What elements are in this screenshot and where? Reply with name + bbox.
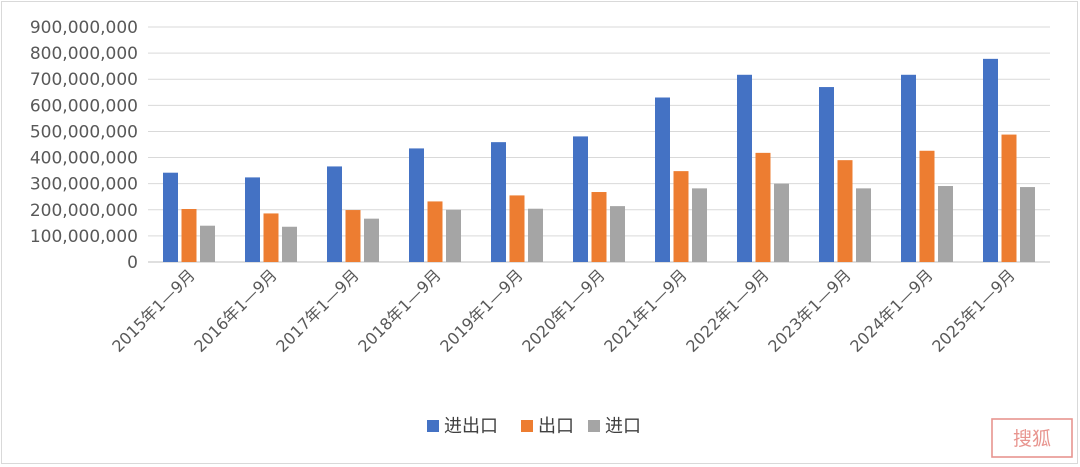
- bar-2-11: [1001, 134, 1017, 262]
- bar-1-5: [491, 142, 506, 262]
- y-tick-label: 700,000,000: [30, 70, 138, 90]
- bar-3-2: [282, 226, 297, 262]
- legend: 进出口 出口 进口: [427, 416, 641, 437]
- bar-1-8: [737, 74, 752, 263]
- bar-3-6: [610, 206, 625, 262]
- bar-1-7: [655, 97, 670, 262]
- x-tick-label: 2021年1—9月: [600, 265, 691, 356]
- x-axis-tick-labels: 2015年1—9月2016年1—9月2017年1—9月2018年1—9月2019…: [108, 265, 1019, 356]
- x-tick-label: 2015年1—9月: [108, 265, 199, 356]
- bar-2-7: [673, 171, 689, 262]
- bar-2-4: [427, 201, 443, 262]
- y-tick-label: 500,000,000: [30, 122, 138, 142]
- bar-1-11: [983, 58, 998, 262]
- bar-3-5: [528, 208, 543, 262]
- bar-1-1: [163, 172, 178, 262]
- y-axis-tick-labels: 0 100,000,000 200,000,000 300,000,000 400,00…: [30, 18, 138, 273]
- bar-1-2: [245, 177, 260, 262]
- x-tick-label: 2018年1—9月: [354, 265, 445, 356]
- gridlines: [148, 26, 1050, 263]
- bar-3-4: [446, 209, 461, 262]
- bar-3-10: [938, 186, 953, 262]
- x-tick-label: 2023年1—9月: [764, 265, 855, 356]
- legend-label: 出口: [538, 416, 574, 437]
- legend-label: 进口: [605, 416, 641, 437]
- bar-2-3: [345, 210, 361, 262]
- watermark-text: 搜狐: [1013, 428, 1051, 450]
- bar-2-10: [919, 150, 935, 262]
- bar-1-4: [409, 148, 424, 262]
- bar-2-5: [509, 195, 525, 262]
- bar-1-9: [819, 87, 834, 262]
- bar-3-8: [774, 183, 789, 262]
- legend-swatch: [521, 420, 533, 432]
- bar-3-11: [1020, 187, 1035, 262]
- bar-3-3: [364, 218, 379, 262]
- legend-label: 进出口: [444, 416, 498, 437]
- x-tick-label: 2025年1—9月: [928, 265, 1019, 356]
- bar-2-9: [837, 160, 853, 262]
- x-tick-label: 2022年1—9月: [682, 265, 773, 356]
- x-tick-label: 2016年1—9月: [190, 265, 281, 356]
- bar-2-2: [263, 213, 279, 262]
- bar-2-8: [755, 152, 771, 262]
- bar-1-3: [327, 166, 342, 262]
- y-tick-label: 0: [127, 253, 138, 273]
- bar-3-1: [200, 225, 215, 262]
- x-tick-label: 2017年1—9月: [272, 265, 363, 356]
- watermark-border: [991, 418, 1073, 458]
- bar-1-10: [901, 74, 916, 263]
- bar-1-6: [573, 136, 588, 262]
- y-tick-label: 300,000,000: [30, 175, 138, 195]
- legend-swatch: [588, 420, 600, 432]
- bars: [163, 58, 1035, 263]
- x-tick-label: 2020年1—9月: [518, 265, 609, 356]
- x-tick-label: 2019年1—9月: [436, 265, 527, 356]
- y-tick-label: 100,000,000: [30, 227, 138, 247]
- bar-2-6: [591, 192, 607, 262]
- x-tick-label: 2024年1—9月: [846, 265, 937, 356]
- watermark-logo: 搜狐: [991, 418, 1073, 458]
- legend-swatch: [427, 420, 439, 432]
- y-tick-label: 400,000,000: [30, 149, 138, 169]
- bar-2-1: [181, 208, 197, 262]
- y-tick-label: 800,000,000: [30, 44, 138, 64]
- bar-3-7: [692, 188, 707, 262]
- bar-3-9: [856, 188, 871, 262]
- y-tick-label: 900,000,000: [30, 18, 138, 38]
- y-tick-label: 200,000,000: [30, 201, 138, 221]
- y-tick-label: 600,000,000: [30, 96, 138, 116]
